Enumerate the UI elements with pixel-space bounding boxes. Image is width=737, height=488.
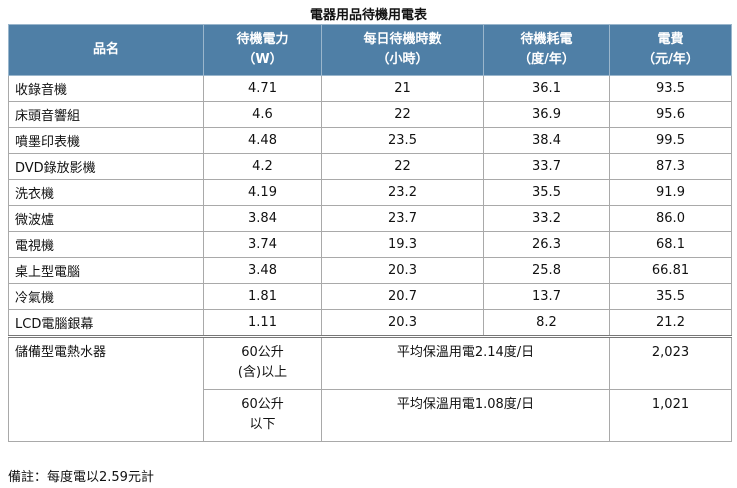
cell-kwh: 33.2 [483, 205, 610, 232]
heater-row-large: 儲備型電熱水器 60公升 (含)以上 平均保溫用電2.14度/日 2,023 [8, 335, 732, 442]
cell-cost: 99.5 [609, 127, 732, 154]
cell-name: 電視機 [8, 231, 204, 258]
cell-hours: 22 [321, 153, 484, 180]
cell-power: 4.48 [203, 127, 322, 154]
cell-cost: 35.5 [609, 283, 732, 310]
cell-kwh: 8.2 [483, 309, 610, 337]
heater-usage: 平均保溫用電2.14度/日 [321, 335, 610, 390]
table-row: 噴墨印表機 4.48 23.5 38.4 99.5 [8, 127, 732, 154]
cell-kwh: 25.8 [483, 257, 610, 284]
cell-cost: 66.81 [609, 257, 732, 284]
cell-hours: 19.3 [321, 231, 484, 258]
cell-name: DVD錄放影機 [8, 153, 204, 180]
cell-cost: 86.0 [609, 205, 732, 232]
cell-power: 4.71 [203, 75, 322, 102]
header-power: 待機電力 （W） [203, 24, 322, 76]
heater-cost: 2,023 [609, 335, 732, 390]
table-row: 電視機 3.74 19.3 26.3 68.1 [8, 231, 732, 258]
header-hours: 每日待機時數 （小時） [321, 24, 484, 76]
heater-cost: 1,021 [609, 389, 732, 442]
table-row: 冷氣機 1.81 20.7 13.7 35.5 [8, 283, 732, 310]
cell-kwh: 38.4 [483, 127, 610, 154]
heater-name: 儲備型電熱水器 [8, 335, 204, 442]
table-row: 床頭音響組 4.6 22 36.9 95.6 [8, 101, 732, 128]
cell-hours: 20.7 [321, 283, 484, 310]
heater-capacity: 60公升 以下 [203, 389, 322, 442]
cell-power: 3.74 [203, 231, 322, 258]
table-title: 電器用品待機用電表 [309, 8, 427, 23]
cell-name: 洗衣機 [8, 179, 204, 206]
cell-name: 冷氣機 [8, 283, 204, 310]
table-row: 微波爐 3.84 23.7 33.2 86.0 [8, 205, 732, 232]
cell-cost: 93.5 [609, 75, 732, 102]
header-cost: 電費 （元/年） [609, 24, 732, 76]
cell-power: 3.84 [203, 205, 322, 232]
table-row: 收錄音機 4.71 21 36.1 93.5 [8, 75, 732, 102]
header-kwh: 待機耗電 （度/年） [483, 24, 610, 76]
table-row: 桌上型電腦 3.48 20.3 25.8 66.81 [8, 257, 732, 284]
cell-hours: 23.5 [321, 127, 484, 154]
cell-cost: 95.6 [609, 101, 732, 128]
cell-kwh: 13.7 [483, 283, 610, 310]
header-row: 品名 待機電力 （W） 每日待機時數 （小時） 待機耗電 （度/年） 電費 （元/年） [8, 24, 732, 76]
cell-hours: 22 [321, 101, 484, 128]
cell-power: 4.6 [203, 101, 322, 128]
heater-capacity: 60公升 (含)以上 [203, 335, 322, 390]
cell-hours: 20.3 [321, 257, 484, 284]
cell-cost: 91.9 [609, 179, 732, 206]
cell-hours: 23.7 [321, 205, 484, 232]
table-row: DVD錄放影機 4.2 22 33.7 87.3 [8, 153, 732, 180]
cell-name: LCD電腦銀幕 [8, 309, 204, 337]
cell-hours: 20.3 [321, 309, 484, 337]
heater-usage: 平均保溫用電1.08度/日 [321, 389, 610, 442]
cell-hours: 21 [321, 75, 484, 102]
table-row: 洗衣機 4.19 23.2 35.5 91.9 [8, 179, 732, 206]
cell-kwh: 36.9 [483, 101, 610, 128]
cell-cost: 87.3 [609, 153, 732, 180]
cell-name: 微波爐 [8, 205, 204, 232]
table-row: LCD電腦銀幕 1.11 20.3 8.2 21.2 [8, 309, 732, 337]
cell-name: 噴墨印表機 [8, 127, 204, 154]
cell-name: 桌上型電腦 [8, 257, 204, 284]
cell-power: 1.81 [203, 283, 322, 310]
cell-power: 4.2 [203, 153, 322, 180]
cell-hours: 23.2 [321, 179, 484, 206]
standby-power-table: 品名 待機電力 （W） 每日待機時數 （小時） 待機耗電 （度/年） 電費 （元/年） … [8, 24, 732, 442]
cell-cost: 21.2 [609, 309, 732, 337]
cell-cost: 68.1 [609, 231, 732, 258]
cell-kwh: 36.1 [483, 75, 610, 102]
cell-power: 4.19 [203, 179, 322, 206]
cell-kwh: 35.5 [483, 179, 610, 206]
cell-power: 1.11 [203, 309, 322, 337]
cell-name: 收錄音機 [8, 75, 204, 102]
cell-kwh: 26.3 [483, 231, 610, 258]
cell-kwh: 33.7 [483, 153, 610, 180]
footnote: 備註：每度電以2.59元計 [8, 470, 154, 485]
header-name: 品名 [8, 24, 204, 76]
cell-name: 床頭音響組 [8, 101, 204, 128]
heater-row-small: 60公升 以下 平均保溫用電1.08度/日 1,021 [9, 389, 732, 442]
cell-power: 3.48 [203, 257, 322, 284]
